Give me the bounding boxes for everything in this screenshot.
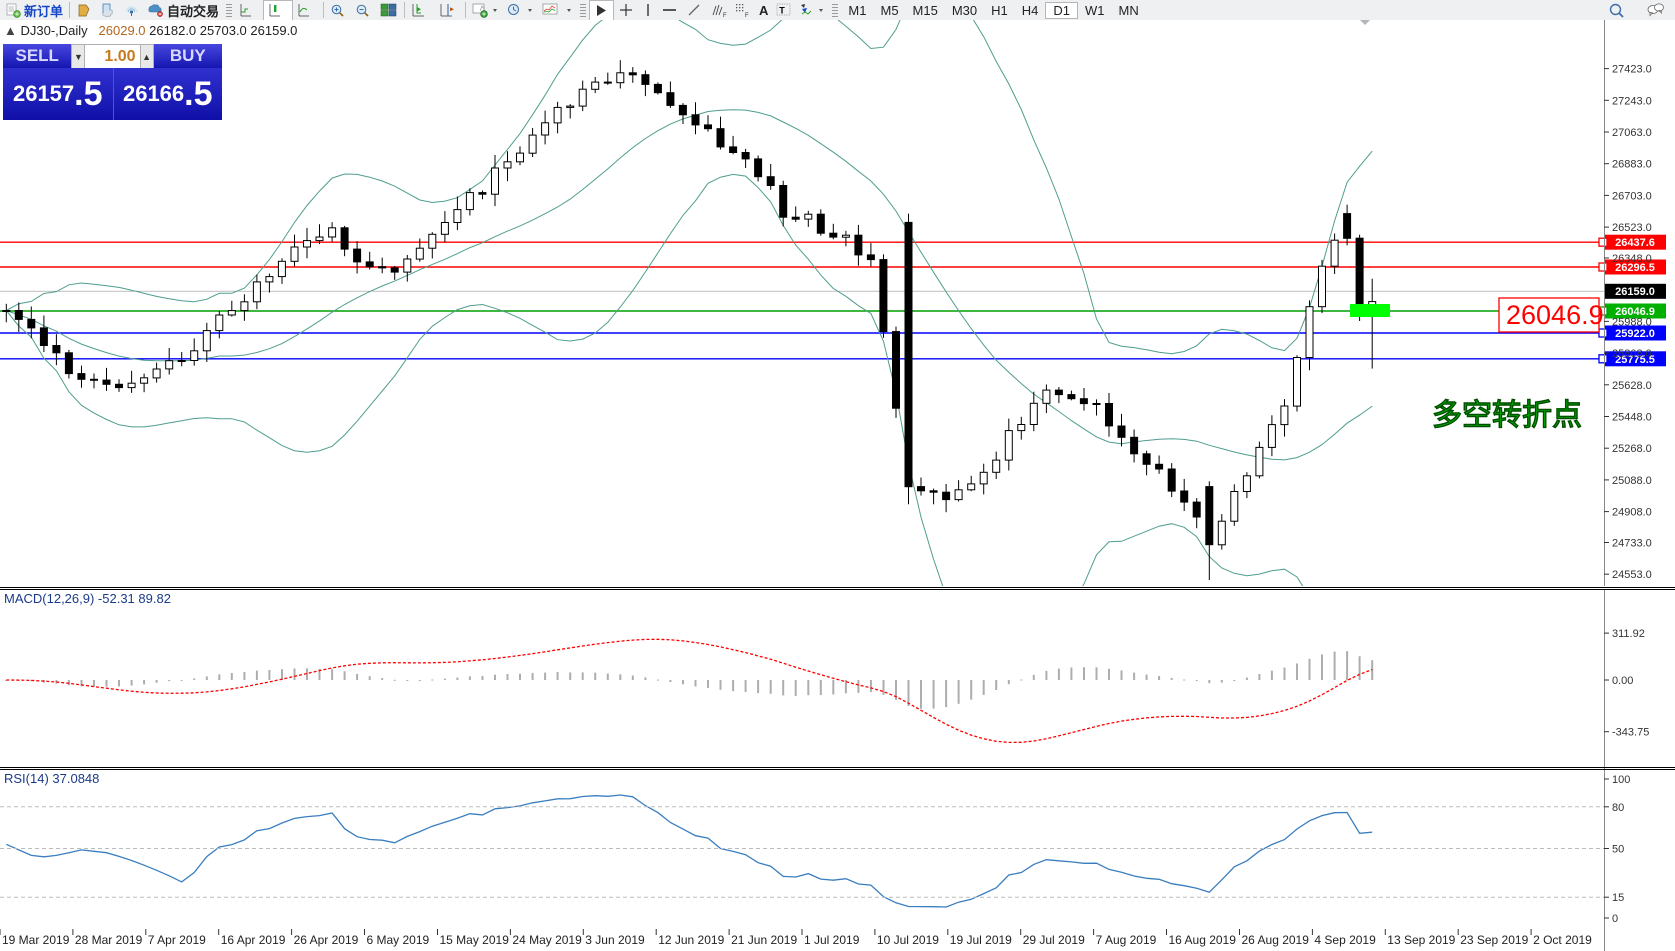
svg-text:29 Jul 2019: 29 Jul 2019 [1023, 933, 1085, 947]
svg-text:27423.0: 27423.0 [1612, 64, 1652, 76]
svg-text:6 May 2019: 6 May 2019 [367, 933, 430, 947]
svg-text:27243.0: 27243.0 [1612, 95, 1652, 107]
svg-text:0: 0 [1612, 913, 1618, 925]
svg-text:80: 80 [1612, 802, 1624, 814]
svg-text:25088.0: 25088.0 [1612, 475, 1652, 487]
svg-text:24908.0: 24908.0 [1612, 507, 1652, 519]
svg-text:RSI(14) 37.0848: RSI(14) 37.0848 [4, 771, 99, 786]
svg-text:0.00: 0.00 [1612, 675, 1633, 687]
svg-text:24733.0: 24733.0 [1612, 538, 1652, 550]
svg-text:F: F [745, 13, 749, 18]
svg-text:28 Mar 2019: 28 Mar 2019 [75, 933, 143, 947]
svg-text:26523.0: 26523.0 [1612, 222, 1652, 234]
svg-text:T: T [780, 5, 786, 15]
svg-text:MACD(12,26,9) -52.31 89.82: MACD(12,26,9) -52.31 89.82 [4, 591, 171, 606]
svg-text:26883.0: 26883.0 [1612, 159, 1652, 171]
svg-text:26 Apr 2019: 26 Apr 2019 [294, 933, 359, 947]
svg-text:100: 100 [1612, 774, 1630, 786]
svg-text:25988.0: 25988.0 [1612, 316, 1652, 328]
svg-text:25922.0: 25922.0 [1615, 328, 1655, 340]
svg-text:1 Jul 2019: 1 Jul 2019 [804, 933, 860, 947]
svg-text:7 Aug 2019: 7 Aug 2019 [1096, 933, 1157, 947]
svg-text:F: F [723, 13, 727, 18]
svg-text:16 Apr 2019: 16 Apr 2019 [221, 933, 286, 947]
svg-text:27063.0: 27063.0 [1612, 127, 1652, 139]
svg-text:4 Sep 2019: 4 Sep 2019 [1314, 933, 1376, 947]
svg-text:25628.0: 25628.0 [1612, 380, 1652, 392]
svg-text:50: 50 [1612, 844, 1624, 856]
svg-text:23 Sep 2019: 23 Sep 2019 [1460, 933, 1528, 947]
svg-text:16 Aug 2019: 16 Aug 2019 [1169, 933, 1237, 947]
svg-text:13 Sep 2019: 13 Sep 2019 [1387, 933, 1455, 947]
svg-text:25808.0: 25808.0 [1612, 348, 1652, 360]
svg-text:3 Jun 2019: 3 Jun 2019 [585, 933, 645, 947]
svg-text:15 May 2019: 15 May 2019 [440, 933, 510, 947]
svg-text:2 Oct 2019: 2 Oct 2019 [1533, 933, 1592, 947]
svg-text:24553.0: 24553.0 [1612, 569, 1652, 581]
svg-text:15: 15 [1612, 892, 1624, 904]
svg-text:24 May 2019: 24 May 2019 [512, 933, 582, 947]
svg-text:26437.6: 26437.6 [1615, 237, 1655, 249]
svg-text:19 Jul 2019: 19 Jul 2019 [950, 933, 1012, 947]
svg-text:26703.0: 26703.0 [1612, 190, 1652, 202]
svg-text:311.92: 311.92 [1612, 628, 1645, 640]
svg-text:21 Jun 2019: 21 Jun 2019 [731, 933, 797, 947]
svg-text:26159.0: 26159.0 [1615, 286, 1655, 298]
svg-text:10 Jul 2019: 10 Jul 2019 [877, 933, 939, 947]
svg-text:26348.0: 26348.0 [1612, 253, 1652, 265]
svg-text:多空转折点: 多空转折点 [1432, 399, 1582, 432]
svg-text:25448.0: 25448.0 [1612, 412, 1652, 424]
svg-text:12 Jun 2019: 12 Jun 2019 [658, 933, 724, 947]
svg-text:25268.0: 25268.0 [1612, 443, 1652, 455]
svg-text:19 Mar 2019: 19 Mar 2019 [2, 933, 70, 947]
svg-text:7 Apr 2019: 7 Apr 2019 [148, 933, 206, 947]
svg-text:-343.75: -343.75 [1612, 727, 1649, 739]
svg-text:26046.9: 26046.9 [1506, 300, 1604, 330]
svg-text:26 Aug 2019: 26 Aug 2019 [1242, 933, 1310, 947]
